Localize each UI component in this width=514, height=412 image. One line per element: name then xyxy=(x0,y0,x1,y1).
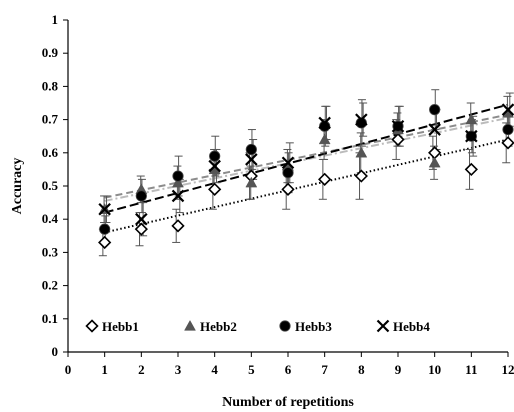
point-hebb4-stroke xyxy=(428,123,441,136)
point-hebb1 xyxy=(464,162,478,177)
point-hebb2 xyxy=(172,176,184,188)
trendline-hebb4 xyxy=(104,103,509,214)
point-hebb1 xyxy=(98,235,112,250)
y-tick-label: 0.2 xyxy=(42,278,58,293)
point-hebb3 xyxy=(502,123,514,136)
legend: Hebb1 Hebb2 Hebb3 Hebb4 xyxy=(85,319,430,334)
legend-marker-hebb3 xyxy=(279,320,291,332)
point-hebb4-stroke xyxy=(245,153,258,166)
trendlines xyxy=(104,103,509,234)
point-hebb1 xyxy=(354,169,368,183)
point-hebb1 xyxy=(171,219,185,233)
point-hebb3 xyxy=(209,150,221,162)
point-hebb3 xyxy=(319,120,331,132)
point-hebb1 xyxy=(318,172,332,186)
point-hebb4 xyxy=(355,113,368,126)
point-hebb3 xyxy=(245,143,257,156)
point-hebb2 xyxy=(318,133,331,145)
y-tick-label: 0.3 xyxy=(42,244,59,259)
point-hebb4 xyxy=(281,156,295,170)
y-tick-label: 0.5 xyxy=(42,178,59,193)
legend-marker-hebb2 xyxy=(184,319,196,331)
point-hebb1 xyxy=(391,132,405,147)
point-hebb3 xyxy=(135,190,147,202)
x-tick-label: 9 xyxy=(395,362,402,377)
data-markers xyxy=(98,103,514,250)
point-hebb1 xyxy=(428,146,442,160)
error-bars xyxy=(98,89,514,257)
point-hebb1 xyxy=(501,136,514,150)
y-tick-label: 0.4 xyxy=(42,211,59,226)
x-tick-label: 7 xyxy=(321,362,328,377)
point-hebb1 xyxy=(281,182,295,196)
trendline-hebb2 xyxy=(104,113,509,199)
point-hebb4 xyxy=(391,119,405,133)
point-hebb1 xyxy=(134,222,148,236)
legend-marker-hebb4-stroke xyxy=(376,319,390,333)
x-tick-label: 4 xyxy=(211,362,218,377)
point-hebb3 xyxy=(429,104,441,116)
point-hebb4 xyxy=(245,153,258,166)
point-hebb4-stroke xyxy=(98,202,111,216)
point-hebb2 xyxy=(465,113,478,125)
x-tick-label: 12 xyxy=(502,362,514,377)
point-hebb4-stroke xyxy=(501,103,514,116)
trendline-hebb1 xyxy=(104,138,509,234)
x-tick-label: 11 xyxy=(465,362,477,377)
axes: 00.10.20.30.40.50.60.70.80.910 1 2 3 4 5 6 7 8 9 1… xyxy=(42,12,514,377)
point-hebb4 xyxy=(501,103,514,116)
y-tick-label: 0.8 xyxy=(42,78,59,93)
point-hebb3 xyxy=(99,223,111,235)
legend-marker-hebb1 xyxy=(85,319,99,333)
x-tick-label: 0 xyxy=(65,362,72,377)
point-hebb3 xyxy=(355,117,367,129)
y-tick-label: 1 xyxy=(52,12,59,27)
y-tick-label: 0.7 xyxy=(42,112,59,127)
point-hebb4-stroke xyxy=(208,159,221,173)
point-hebb2 xyxy=(355,146,368,158)
point-hebb2 xyxy=(428,156,441,168)
point-hebb4-stroke xyxy=(318,116,331,130)
point-hebb4 xyxy=(135,212,148,226)
point-hebb3 xyxy=(172,170,184,182)
point-hebb4-stroke xyxy=(135,212,148,226)
x-tick-label: 5 xyxy=(248,362,255,377)
point-hebb4-stroke xyxy=(391,119,405,133)
point-hebb2 xyxy=(245,176,258,188)
point-hebb4-stroke xyxy=(465,129,478,143)
legend-label-hebb4: Hebb4 xyxy=(393,319,430,334)
legend-marker-hebb4 xyxy=(376,319,390,333)
y-tick-label: 0 xyxy=(52,344,59,359)
point-hebb4-stroke xyxy=(355,113,368,126)
y-axis-title: Accuracy xyxy=(10,158,25,215)
x-tick-label: 3 xyxy=(175,362,182,377)
y-tick-label: 0.9 xyxy=(42,45,59,60)
point-hebb4 xyxy=(428,123,441,136)
legend-label-hebb1: Hebb1 xyxy=(102,319,139,334)
x-tick-label: 8 xyxy=(358,362,365,377)
legend-label-hebb3: Hebb3 xyxy=(295,319,332,334)
point-hebb4 xyxy=(318,116,331,130)
legend-label-hebb2: Hebb2 xyxy=(200,319,237,334)
x-tick-label: 10 xyxy=(428,362,441,377)
x-axis-title: Number of repetitions xyxy=(222,395,354,410)
point-hebb4 xyxy=(208,159,221,173)
point-hebb4-stroke xyxy=(281,156,295,170)
y-tick-label: 0.6 xyxy=(42,145,59,160)
trendline-hebb3 xyxy=(104,116,509,202)
x-tick-label: 2 xyxy=(138,362,145,377)
y-tick-label: 0.1 xyxy=(42,311,58,326)
x-tick-label: 6 xyxy=(285,362,292,377)
point-hebb3 xyxy=(282,167,294,179)
point-hebb4 xyxy=(171,189,185,203)
point-hebb4 xyxy=(98,202,111,216)
point-hebb4-stroke xyxy=(171,189,185,203)
point-hebb4 xyxy=(465,129,478,143)
point-hebb1 xyxy=(208,182,222,196)
x-tick-label: 1 xyxy=(101,362,108,377)
